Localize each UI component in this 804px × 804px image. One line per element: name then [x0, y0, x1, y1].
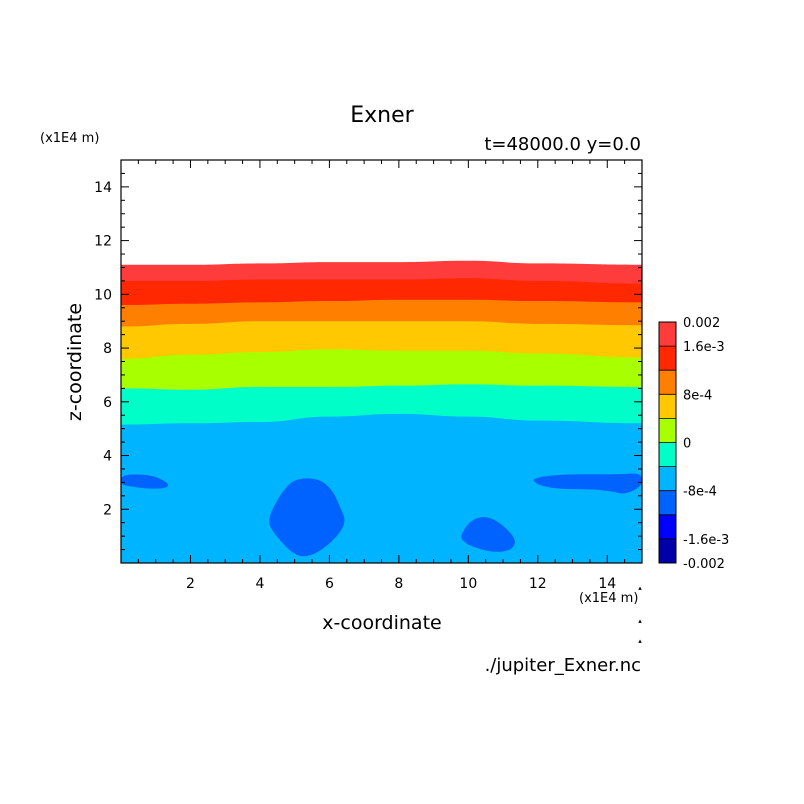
x-tick-label: 8 — [394, 576, 403, 592]
colorbar-band — [659, 346, 676, 371]
colorbar-band — [659, 466, 676, 491]
x-tick-label: 10 — [459, 576, 477, 592]
x-unit-label: (x1E4 m) — [579, 591, 638, 606]
y-axis-label: z-coordinate — [64, 303, 86, 421]
colorbar-label: -1.6e-3 — [683, 533, 729, 548]
colorbar-band — [659, 538, 676, 563]
blob-left-edge — [121, 474, 169, 489]
colorbar-label: -0.002 — [683, 557, 725, 572]
x-tick-label: 14 — [598, 576, 616, 592]
colorbar-label: 0 — [683, 437, 691, 452]
colorbar-band — [659, 514, 676, 539]
dot-marker: ▴ — [638, 637, 642, 645]
colorbar-label: 1.6e-3 — [683, 340, 725, 355]
dot-marker: ▴ — [638, 617, 642, 625]
x-tick-label: 4 — [255, 576, 264, 592]
colorbar-band — [659, 418, 676, 443]
contour-band-b7 — [121, 413, 642, 563]
source-file-label: ./jupiter_Exner.nc — [485, 655, 641, 676]
y-tick-label: 4 — [103, 449, 112, 465]
colorbar-band — [659, 490, 676, 515]
blob-lower-right — [461, 517, 515, 552]
y-tick-label: 2 — [103, 502, 112, 518]
colorbar-band — [659, 394, 676, 419]
chart-title: Exner — [350, 103, 414, 128]
plot-area — [121, 260, 642, 563]
x-tick-label: 2 — [186, 576, 195, 592]
y-tick-label: 10 — [94, 287, 112, 303]
y-tick-label: 14 — [94, 180, 112, 196]
y-axis: 2 4 6 8 10 12 14 — [94, 172, 642, 551]
colorbar-label: 8e-4 — [683, 388, 712, 403]
y-tick-label: 12 — [94, 234, 112, 250]
blob-center — [269, 478, 345, 557]
colorbar-band — [659, 370, 676, 395]
blob-right-edge — [533, 473, 642, 494]
colorbar-band — [659, 322, 676, 347]
colorbar-label: 0.002 — [683, 316, 720, 331]
colorbar-band — [659, 442, 676, 467]
x-tick-label: 12 — [529, 576, 547, 592]
dot-marker: ▴ — [638, 584, 642, 592]
colorbar-label: -8e-4 — [683, 485, 717, 500]
x-axis-label: x-coordinate — [322, 612, 441, 634]
y-tick-label: 6 — [103, 395, 112, 411]
chart-subtitle: t=48000.0 y=0.0 — [484, 134, 641, 155]
y-tick-label: 8 — [103, 341, 112, 357]
x-tick-label: 6 — [325, 576, 334, 592]
x-axis: 2 4 6 8 10 12 14 — [137, 160, 626, 592]
y-unit-label: (x1E4 m) — [40, 131, 99, 146]
colorbar: 0.002 1.6e-3 8e-4 0 -8e-4 -1.6e-3 -0.002 — [658, 316, 729, 572]
